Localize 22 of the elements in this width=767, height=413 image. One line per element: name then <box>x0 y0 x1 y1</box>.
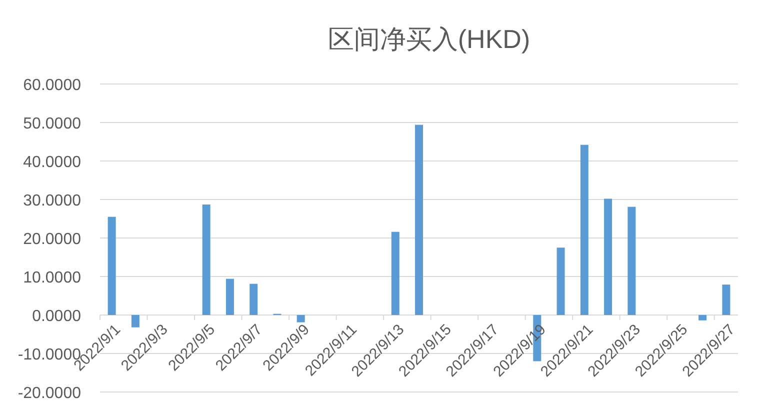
bar <box>628 206 636 315</box>
bar <box>580 144 588 315</box>
bar <box>698 315 707 320</box>
bar <box>722 284 730 315</box>
y-tick-label: -20.0000 <box>18 385 82 402</box>
bar <box>296 315 305 322</box>
bar <box>250 284 258 315</box>
y-tick-label: 50.0000 <box>23 116 82 132</box>
y-tick-label: 60.0000 <box>23 77 82 94</box>
y-tick-label: 0.0000 <box>32 308 82 325</box>
bar <box>202 204 210 315</box>
y-tick-label: 30.0000 <box>23 192 82 210</box>
bar <box>604 198 612 315</box>
y-tick-label: 40.0000 <box>23 154 82 171</box>
bar <box>108 216 116 315</box>
bar <box>391 232 400 315</box>
y-tick-label: 20.0000 <box>23 231 82 248</box>
bar <box>556 248 565 315</box>
bar <box>415 124 423 315</box>
y-tick-label: 10.0000 <box>23 270 82 286</box>
bar <box>226 278 234 315</box>
chart-title: 区间净买入(HKD) <box>328 24 530 54</box>
